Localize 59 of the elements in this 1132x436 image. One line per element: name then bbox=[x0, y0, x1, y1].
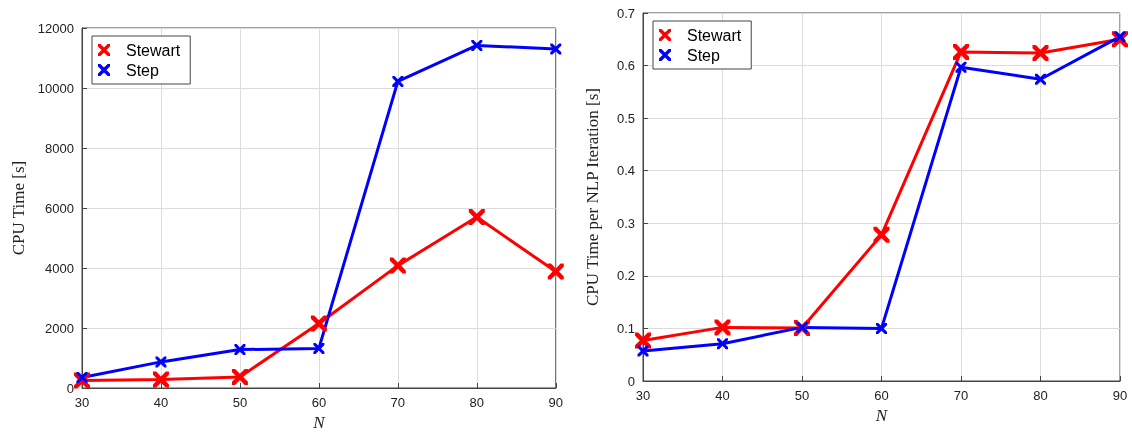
x-tick-label: 40 bbox=[153, 395, 169, 410]
x-tick-label: 40 bbox=[715, 388, 730, 403]
x-tick-label: 70 bbox=[390, 395, 406, 410]
point bbox=[637, 345, 649, 357]
point bbox=[152, 371, 169, 388]
point bbox=[155, 356, 167, 368]
point bbox=[876, 322, 887, 334]
point bbox=[717, 338, 728, 350]
x-tick-label: 90 bbox=[1112, 388, 1128, 403]
y-tick-label: 0.4 bbox=[616, 163, 635, 179]
point bbox=[231, 368, 248, 385]
point bbox=[310, 315, 327, 332]
point bbox=[714, 319, 731, 336]
point bbox=[1035, 73, 1046, 85]
point bbox=[471, 39, 483, 51]
point bbox=[392, 75, 404, 87]
point bbox=[389, 257, 406, 274]
point bbox=[873, 226, 890, 243]
point bbox=[955, 61, 967, 73]
x-tick-label: 80 bbox=[1033, 388, 1048, 403]
x-tick-label: 30 bbox=[635, 388, 651, 403]
y-tick-label: 0.7 bbox=[616, 5, 635, 21]
y-tick-label: 0.2 bbox=[616, 268, 635, 284]
y-tick-label: 0.1 bbox=[616, 320, 635, 336]
point bbox=[550, 43, 562, 55]
legend-label: Step bbox=[126, 61, 160, 79]
point bbox=[953, 43, 969, 60]
y-tick-label: 0.3 bbox=[616, 215, 635, 231]
point bbox=[547, 263, 564, 280]
x-tick-label: 60 bbox=[311, 395, 327, 410]
x-tick-label: 60 bbox=[874, 388, 889, 403]
y-tick-label: 12000 bbox=[37, 20, 74, 36]
x-tick-label: 70 bbox=[953, 388, 969, 403]
x-tick-label: 30 bbox=[74, 395, 90, 410]
y-tick-label: 4000 bbox=[45, 260, 74, 276]
y-tick-label: 0 bbox=[66, 380, 74, 396]
point bbox=[468, 209, 485, 225]
y-tick-label: 0 bbox=[627, 373, 635, 389]
legend-label: Step bbox=[687, 46, 721, 64]
point bbox=[635, 332, 651, 349]
legend-label: Stewart bbox=[687, 26, 742, 44]
x-axis-title: N bbox=[312, 413, 327, 432]
y-tick-label: 8000 bbox=[45, 140, 74, 156]
x-tick-label: 50 bbox=[794, 388, 810, 403]
y-axis-title: CPU Time [s] bbox=[8, 160, 28, 256]
y-tick-label: 2000 bbox=[45, 320, 74, 336]
y-tick-label: 10000 bbox=[37, 80, 74, 96]
y-axis-title: CPU Time per NLP Iteration [s] bbox=[583, 87, 602, 307]
x-axis-title: N bbox=[874, 406, 889, 425]
y-tick-label: 6000 bbox=[45, 200, 74, 216]
point bbox=[313, 342, 325, 354]
x-tick-label: 50 bbox=[232, 395, 248, 410]
legend-label: Stewart bbox=[126, 41, 181, 59]
point bbox=[234, 344, 246, 356]
point bbox=[1032, 44, 1049, 61]
x-tick-label: 80 bbox=[469, 395, 485, 410]
y-tick-label: 0.6 bbox=[616, 58, 635, 74]
x-tick-label: 90 bbox=[548, 395, 563, 410]
y-tick-label: 0.5 bbox=[616, 110, 635, 126]
